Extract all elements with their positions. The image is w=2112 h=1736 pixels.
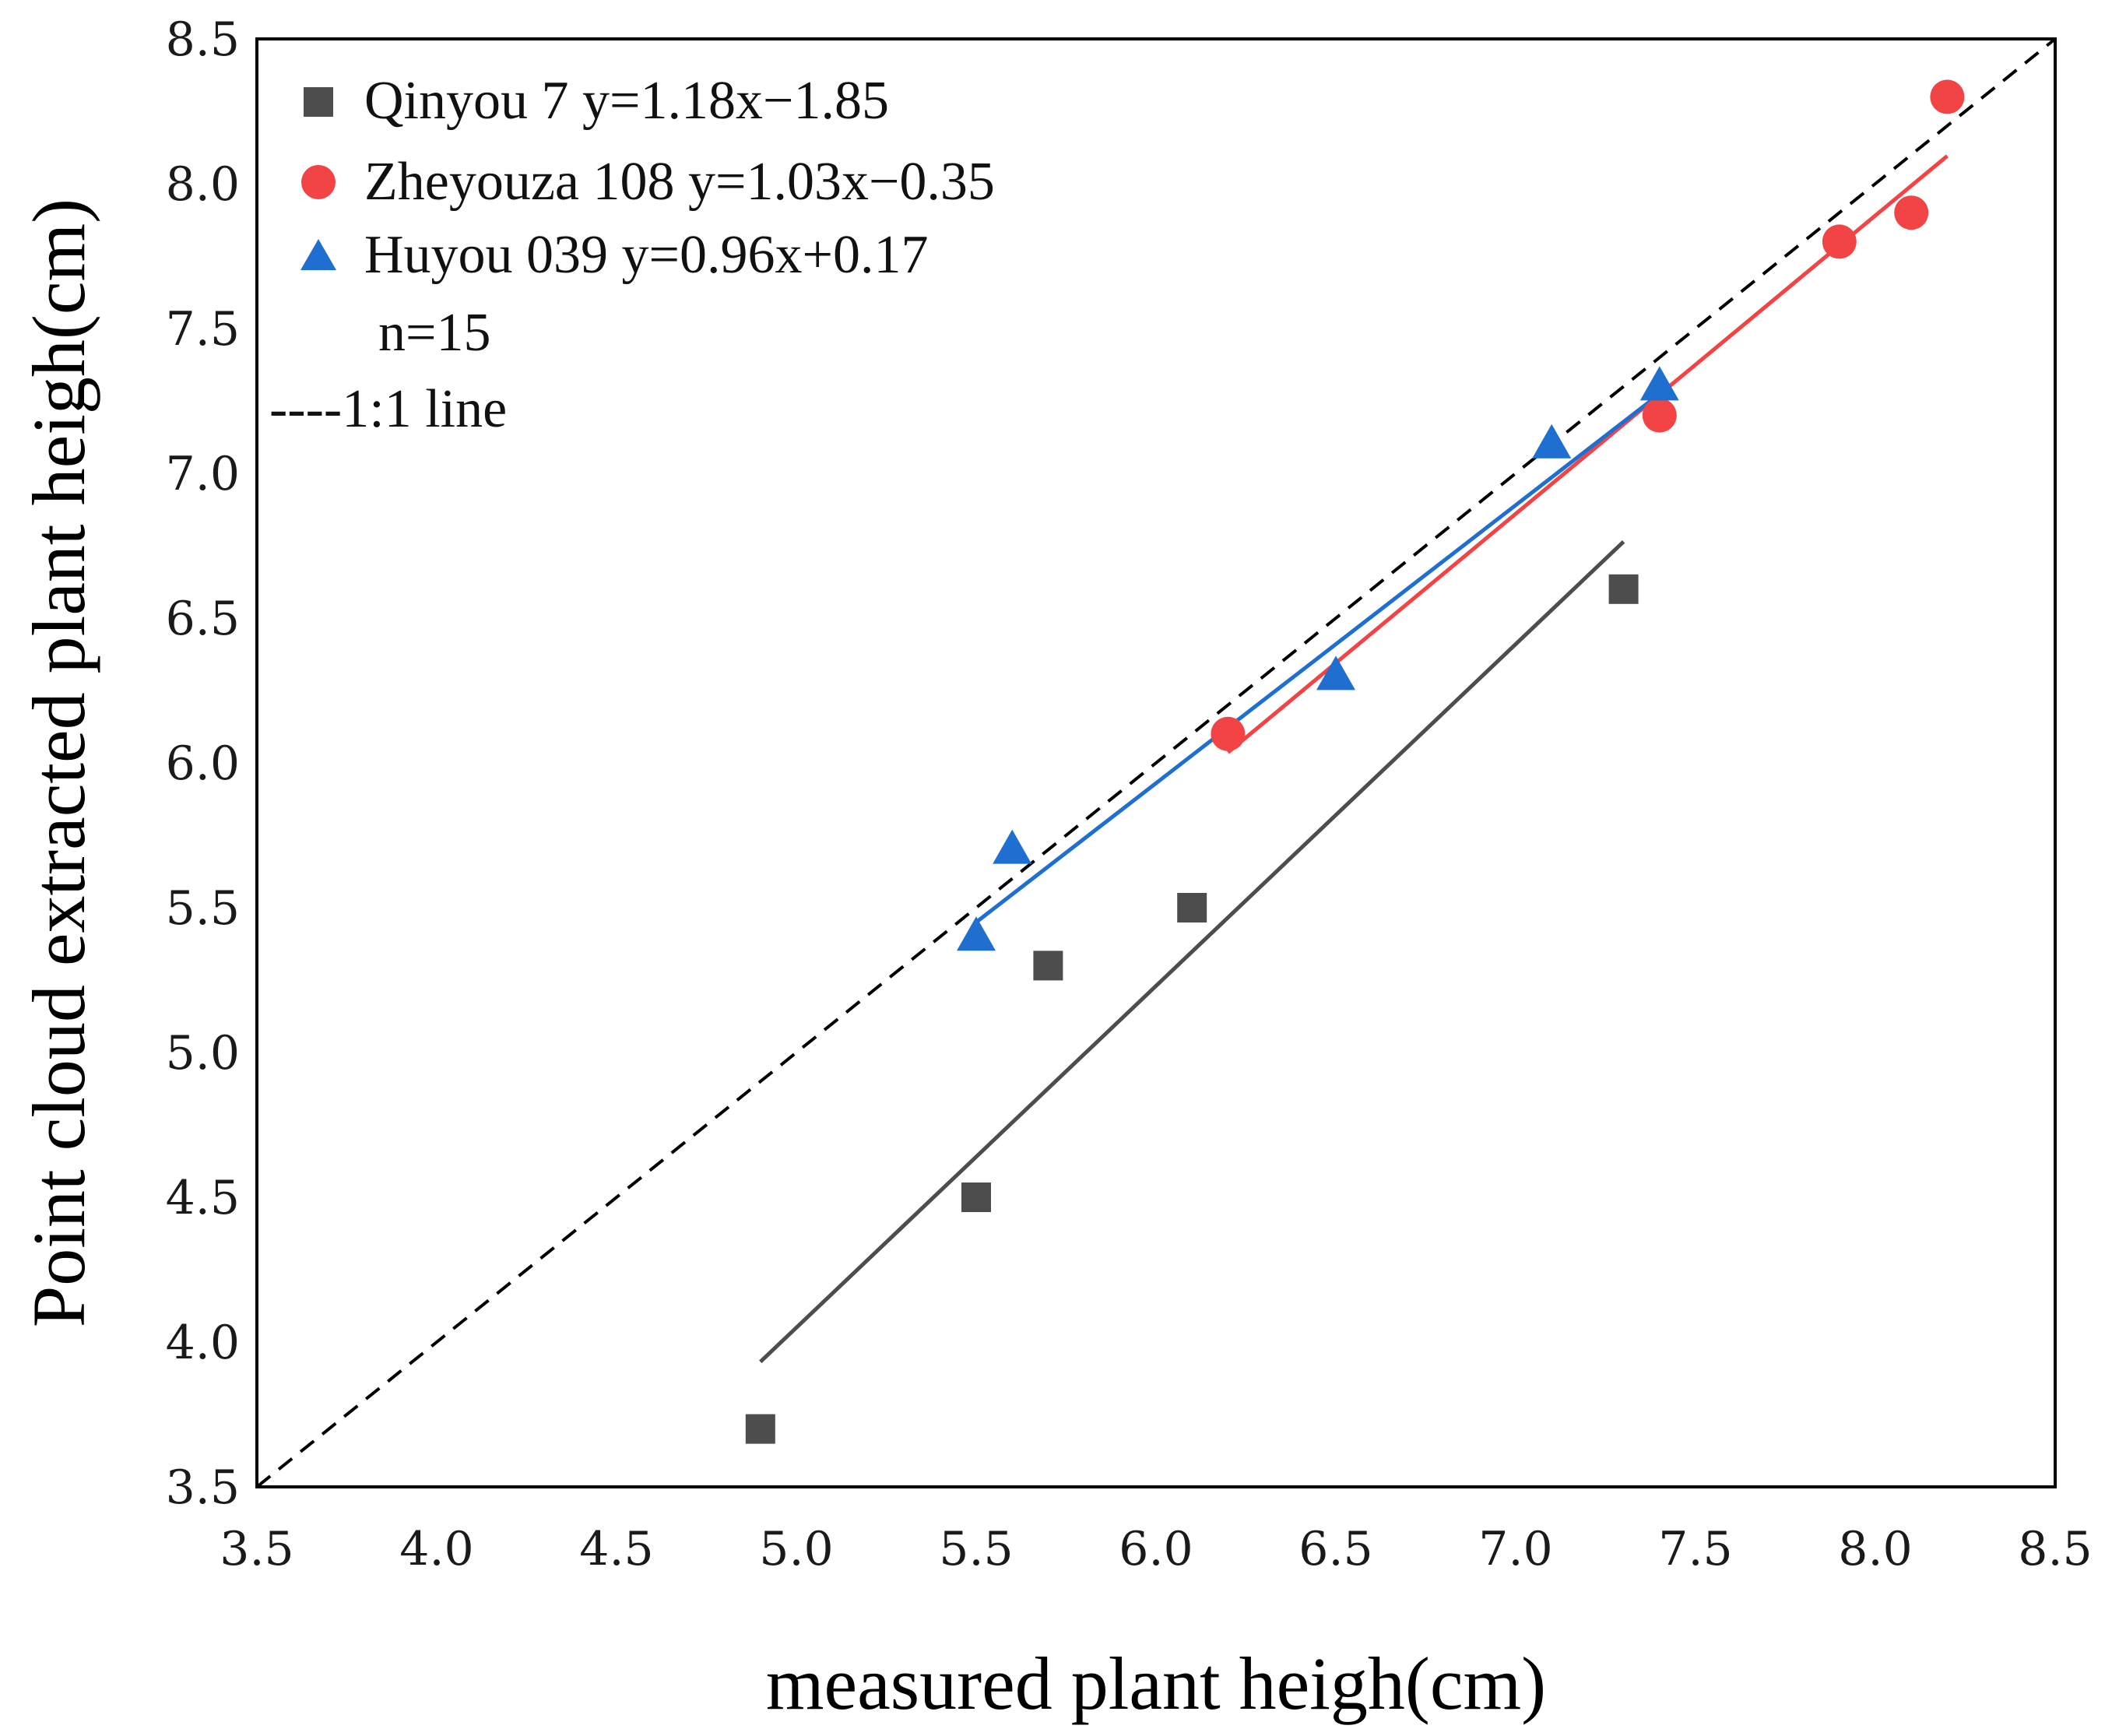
x-tick-label: 5.5 (939, 1522, 1013, 1576)
data-point-zheyouza-108 (1930, 79, 1965, 114)
y-tick-label: 5.0 (166, 1026, 240, 1081)
data-point-qinyou-7 (1608, 574, 1639, 604)
data-point-zheyouza-108 (1894, 195, 1929, 230)
data-point-zheyouza-108 (1642, 398, 1677, 433)
y-tick-label: 7.0 (166, 447, 240, 501)
y-axis-label: Point cloud extracted plant heigh(cm) (17, 199, 100, 1327)
one-to-one-reference-line (255, 37, 2057, 1488)
y-tick-label: 6.5 (166, 592, 240, 646)
x-axis-label: measured plant heigh(cm) (766, 1642, 1546, 1725)
data-point-zheyouza-108 (1211, 716, 1246, 751)
data-point-huyou-039 (957, 916, 996, 951)
legend-marker-zheyouza108 (301, 165, 336, 199)
x-tick-label: 7.5 (1658, 1522, 1732, 1576)
fit-line-qinyou-7 (759, 539, 1625, 1364)
fit-lines-layer (759, 154, 1949, 1364)
data-point-qinyou-7 (961, 1183, 991, 1212)
y-tick-label: 5.5 (166, 881, 240, 936)
legend-label-huyou039: Huyou 039 y=0.96x+0.17 (364, 225, 929, 285)
data-point-huyou-039 (1316, 655, 1355, 691)
x-tick-label: 6.5 (1298, 1522, 1372, 1576)
y-tick-label: 3.5 (166, 1460, 240, 1515)
legend: Qinyou 7 y=1.18x−1.85 Zheyouza 108 y=1.0… (269, 71, 995, 439)
fit-line-zheyouza-108 (1226, 154, 1949, 754)
x-tick-label: 6.0 (1119, 1522, 1193, 1576)
legend-label-qinyou7: Qinyou 7 y=1.18x−1.85 (364, 71, 889, 131)
legend-label-1to1-line: ----1:1 line (269, 379, 507, 439)
y-tick-label: 8.5 (166, 12, 240, 67)
y-axis-ticks: 3.5 4.0 4.5 5.0 5.5 6.0 6.5 7.0 7.5 8.0 8.5 (166, 12, 240, 1515)
x-tick-label: 5.0 (759, 1522, 833, 1576)
data-point-huyou-039 (993, 829, 1032, 864)
x-tick-label: 4.0 (399, 1522, 473, 1576)
x-tick-label: 4.5 (579, 1522, 653, 1576)
legend-marker-qinyou7 (304, 87, 333, 117)
legend-label-zheyouza108: Zheyouza 108 y=1.03x−0.35 (364, 152, 995, 212)
y-tick-label: 4.0 (166, 1316, 240, 1370)
y-tick-label: 7.5 (166, 302, 240, 357)
points-layer (745, 79, 1965, 1444)
reference-line-layer (255, 37, 2057, 1488)
x-tick-label: 7.0 (1478, 1522, 1552, 1576)
y-tick-label: 8.0 (166, 157, 240, 212)
data-point-qinyou-7 (1177, 893, 1207, 922)
y-tick-label: 4.5 (166, 1171, 240, 1225)
data-point-huyou-039 (1639, 366, 1679, 401)
data-point-zheyouza-108 (1822, 224, 1857, 259)
data-point-huyou-039 (1532, 423, 1572, 459)
data-point-qinyou-7 (1033, 951, 1063, 981)
plot-area (255, 37, 2057, 1488)
x-tick-label: 3.5 (220, 1522, 293, 1576)
x-axis-ticks: 3.5 4.0 4.5 5.0 5.5 6.0 6.5 7.0 7.5 8.0 8.5 (220, 1522, 2092, 1576)
x-tick-label: 8.0 (1838, 1522, 1912, 1576)
x-tick-label: 8.5 (2018, 1522, 2092, 1576)
fit-line-huyou-039 (975, 392, 1661, 924)
data-point-qinyou-7 (745, 1414, 775, 1444)
y-tick-label: 6.0 (166, 736, 240, 791)
sample-size-annotation: n=15 (378, 303, 490, 363)
legend-marker-huyou039 (300, 239, 336, 270)
